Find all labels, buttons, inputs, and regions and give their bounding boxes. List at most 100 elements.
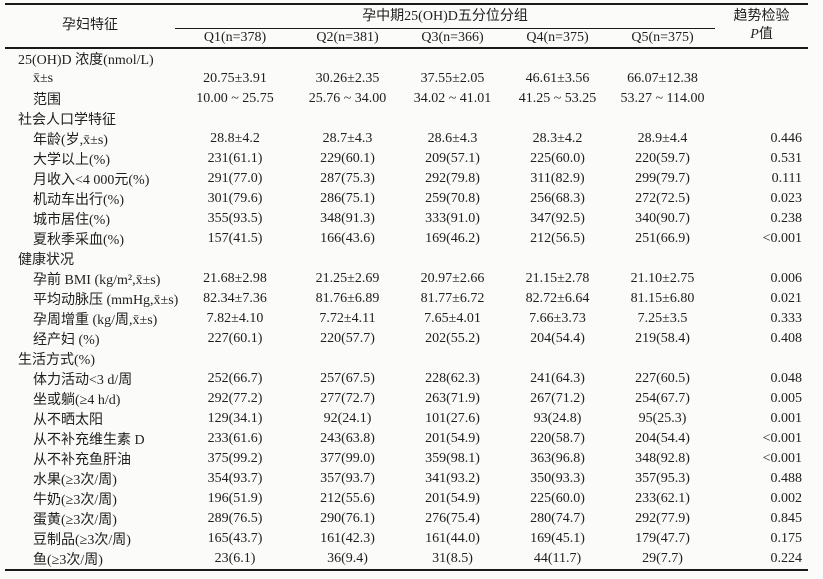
q1-value-cell: 252(66.7) (207, 371, 263, 386)
row-label-cell: 牛奶(≥3次/周) (33, 493, 117, 508)
row-label-cell: 范围 (33, 93, 61, 108)
trend-test-label: 趋势检验 (733, 8, 790, 24)
q5-value-cell (610, 249, 715, 269)
col-header-q5: Q5(n=375) (610, 28, 716, 49)
row-label-cell: 城市居住(%) (33, 213, 110, 228)
q3-value-cell: 209(57.1) (425, 151, 480, 166)
q2-value-cell: 277(72.7) (320, 391, 375, 406)
p-value-cell (715, 109, 808, 129)
q3-value-cell (400, 48, 505, 69)
q4-value-cell: 21.15±2.78 (525, 271, 590, 286)
q3-value-cell: 31(8.5) (432, 551, 473, 566)
q2-value-cell: 212(55.6) (320, 491, 375, 506)
q4-value-cell: 225(60.0) (530, 151, 585, 166)
q4-value-cell: 44(11.7) (533, 551, 582, 566)
q2-value-cell: 243(63.8) (320, 431, 375, 446)
q1-value-cell (175, 249, 295, 269)
row-label-cell: 健康状况 (18, 253, 74, 268)
q1-value-cell: 227(60.1) (207, 331, 263, 346)
row-label-cell: 从不晒太阳 (33, 413, 103, 428)
q3-value-cell: 7.65±4.01 (424, 311, 481, 326)
q4-value-cell (505, 48, 610, 69)
q1-value-cell: 354(93.7) (207, 471, 263, 486)
row-label-cell: 蛋黄(≥3次/周) (33, 513, 117, 528)
q1-value-cell: 375(99.2) (207, 451, 263, 466)
q4-value-cell: 241(64.3) (530, 371, 585, 386)
table-row: 从不晒太阳 129(34.1) 92(24.1) 101(27.6) 93(24… (5, 409, 808, 429)
q4-value-cell: 41.25 ~ 53.25 (518, 91, 597, 106)
q5-value-cell: 95(25.3) (638, 411, 687, 426)
row-label-cell: 社会人口学特征 (18, 113, 116, 128)
q3-value-cell: 341(93.2) (425, 471, 480, 486)
q2-value-cell: 7.72±4.11 (319, 311, 376, 326)
q2-value-cell: 348(91.3) (320, 211, 375, 226)
q3-value-cell: 37.55±2.05 (420, 71, 485, 86)
p-value-cell (715, 69, 808, 89)
q5-value-cell: 219(58.4) (635, 331, 690, 346)
q5-value-cell (610, 349, 715, 369)
p-value-cell: 0.446 (770, 131, 803, 146)
p-value-cell: 0.488 (770, 471, 803, 486)
p-value-cell: <0.001 (762, 231, 803, 246)
q1-value-cell (175, 349, 295, 369)
q1-value-cell: 301(79.6) (207, 191, 263, 206)
q5-value-cell: 348(92.8) (635, 451, 690, 466)
q1-value-cell: 233(61.6) (207, 431, 263, 446)
p-value-cell: 0.001 (770, 411, 803, 426)
q4-value-cell (505, 349, 610, 369)
col-header-trend-p: 趋势检验 P值 (715, 4, 809, 49)
q1-value-cell: 291(77.0) (207, 171, 263, 186)
q5-value-cell: 233(62.1) (635, 491, 690, 506)
table-row: 经产妇 (%) 227(60.1) 220(57.7) 202(55.2) 20… (5, 329, 808, 349)
q5-value-cell (610, 48, 715, 69)
group-header-quintiles: 孕中期25(OH)D五分位分组 (175, 4, 716, 29)
row-label-cell: 月收入<4 000元(%) (33, 173, 150, 188)
q2-value-cell (295, 249, 400, 269)
table-row: 夏秋季采血(%) 157(41.5) 166(43.6) 169(46.2) 2… (5, 229, 808, 249)
p-value-cell: 0.531 (770, 151, 803, 166)
table-row: 孕周增重 (kg/周,x̄±s) 7.82±4.10 7.72±4.11 7.6… (5, 309, 808, 329)
row-label-cell: 生活方式(%) (18, 353, 95, 368)
col-header-characteristics: 孕妇特征 (5, 4, 175, 49)
q4-value-cell: 82.72±6.64 (525, 291, 590, 306)
p-value-cell: 0.111 (771, 171, 803, 186)
header-row-quintiles: Q1(n=378) Q2(n=381) Q3(n=366) Q4(n=375) … (5, 28, 808, 49)
row-label-cell: 体力活动<3 d/周 (33, 373, 133, 388)
row-label-cell: 经产妇 (%) (33, 333, 100, 348)
q5-value-cell: 28.9±4.4 (637, 131, 688, 146)
table-row: 城市居住(%) 355(93.5) 348(91.3) 333(91.0) 34… (5, 209, 808, 229)
q2-value-cell: 220(57.7) (320, 331, 375, 346)
q5-value-cell: 357(95.3) (635, 471, 690, 486)
table-body: 25(OH)D 浓度(nmol/L) x̄±s 20.75±3.91 30.26… (5, 48, 808, 570)
row-label-cell: 大学以上(%) (33, 153, 110, 168)
q1-value-cell (175, 48, 295, 69)
p-value-word: 值 (758, 27, 773, 42)
table-header: 孕妇特征 孕中期25(OH)D五分位分组 趋势检验 P值 Q1(n=378) Q… (5, 4, 809, 49)
p-value-cell: 0.021 (770, 291, 803, 306)
q1-value-cell: 355(93.5) (207, 211, 263, 226)
q4-value-cell: 347(92.5) (530, 211, 585, 226)
p-value-cell: 0.002 (770, 491, 803, 506)
table-row: 水果(≥3次/周) 354(93.7) 357(93.7) 341(93.2) … (5, 469, 808, 489)
row-label-cell: 机动车出行(%) (33, 193, 124, 208)
q4-value-cell: 267(71.2) (530, 391, 585, 406)
row-label-cell: 年龄(岁,x̄±s) (33, 133, 108, 148)
q2-value-cell: 287(75.3) (320, 171, 375, 186)
table-row: 生活方式(%) (5, 349, 808, 369)
q2-value-cell: 92(24.1) (323, 411, 372, 426)
q5-value-cell: 227(60.5) (635, 371, 690, 386)
q5-value-cell (610, 109, 715, 129)
p-value-cell: 0.023 (770, 191, 803, 206)
p-value-cell: 0.238 (770, 211, 803, 226)
table-row: x̄±s 20.75±3.91 30.26±2.35 37.55±2.05 46… (5, 69, 808, 89)
q4-value-cell: 256(68.3) (530, 191, 585, 206)
q5-value-cell: 292(77.9) (635, 511, 690, 526)
p-value-cell: <0.001 (762, 431, 803, 446)
q3-value-cell: 20.97±2.66 (420, 271, 485, 286)
q3-value-cell: 81.77±6.72 (420, 291, 485, 306)
q2-value-cell: 166(43.6) (320, 231, 375, 246)
row-label-cell: 25(OH)D 浓度(nmol/L) (18, 53, 154, 68)
q4-value-cell: 212(56.5) (530, 231, 585, 246)
p-value-cell: 0.845 (770, 511, 803, 526)
q5-value-cell: 81.15±6.80 (630, 291, 695, 306)
